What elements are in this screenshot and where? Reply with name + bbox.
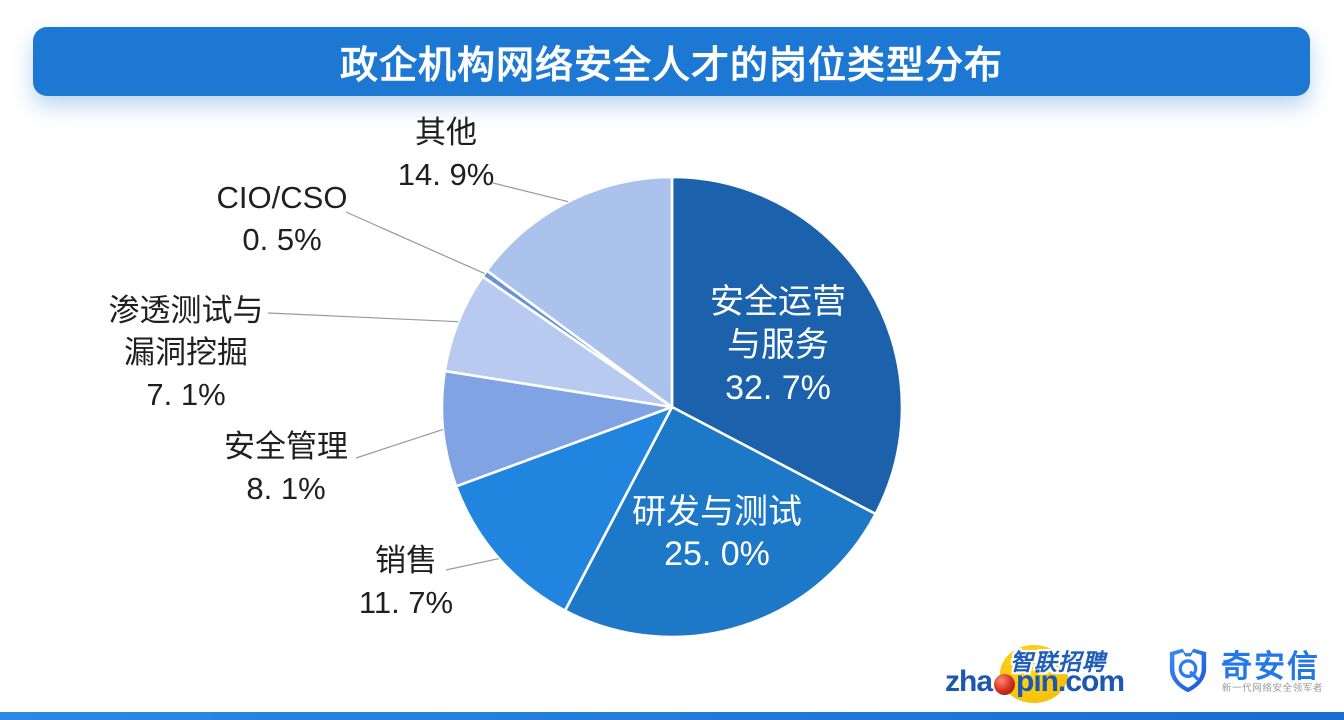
zhaopin-word-left: zha (945, 665, 993, 698)
leader-line-3 (355, 428, 444, 459)
pie-label-name-line: 与服务 (727, 326, 829, 364)
zhaopin-chinese-wordmark: 智联招聘 (1010, 649, 1106, 675)
qianxin-logo: 奇安信 新一代网络安全领军者 (1166, 643, 1338, 705)
pie-slice-6 (485, 175, 674, 409)
pie-slice-label-4: 渗透测试与漏洞挖掘 7. 1% (109, 290, 264, 416)
zhaopin-red-ball-icon (994, 673, 1016, 695)
pie-label-percent: 32. 7% (725, 369, 831, 407)
pie-label-name-line: 研发与测试 (632, 493, 802, 531)
bottom-accent-bar (0, 712, 1344, 720)
pie-label-name-line: 安全管理 (224, 429, 348, 464)
pie-label-name-line: 渗透测试与 (108, 293, 264, 328)
zhaopin-logo: 智联招聘 zha pin.com (943, 639, 1148, 705)
pie-slice-label-3: 安全管理 8. 1% (224, 426, 348, 510)
pie-label-percent: 7. 1% (146, 377, 226, 412)
pie-chart (267, 175, 904, 639)
pie-label-name-line: CIO/CSO (216, 180, 348, 215)
page-title: 政企机构网络安全人才的岗位类型分布 (339, 45, 1003, 87)
pie-slice-label-6: 其他 14. 9% (398, 112, 495, 196)
pie-slice-label-5: CIO/CSO 0. 5% (217, 177, 348, 261)
leader-line-4 (267, 312, 459, 323)
pie-label-percent: 25. 0% (664, 535, 770, 573)
zhaopin-wordmark: zha pin.com (945, 665, 1125, 699)
qianxin-wordmark: 奇安信 (1221, 649, 1320, 684)
zhaopin-yellow-ellipse-icon (1000, 645, 1068, 703)
chart-label-layer: 安全运营与服务 32. 7% 研发与测试 25. 0% 销售 11. 7% 安全管理 8. 1… (108, 112, 846, 624)
pie-slice-label-1: 研发与测试 25. 0% (632, 491, 802, 575)
leader-line-6 (492, 182, 569, 203)
pie-slice-label-0: 安全运营与服务 32. 7% (710, 281, 846, 410)
pie-label-percent: 0. 5% (242, 222, 322, 257)
zhaopin-word-right: pin.com (1016, 665, 1125, 698)
leader-line-5 (345, 211, 485, 275)
pie-label-name-line: 其他 (414, 115, 477, 150)
pie-label-name-line: 安全运营 (710, 283, 846, 321)
pie-label-percent: 8. 1% (246, 471, 326, 506)
pie-slice-label-2: 销售 11. 7% (359, 540, 453, 624)
pie-slice-0 (670, 175, 904, 516)
qianxin-tagline: 新一代网络安全领军者 (1222, 683, 1324, 694)
qianxin-shield-icon (1169, 648, 1207, 693)
pie-slice-2 (454, 405, 674, 612)
pie-slice-4 (443, 275, 674, 409)
pie-label-percent: 11. 7% (358, 585, 454, 620)
pie-label-percent: 14. 9% (397, 157, 495, 192)
pie-label-name-line: 销售 (375, 543, 437, 578)
title-banner: 政企机构网络安全人才的岗位类型分布 (33, 27, 1310, 96)
pie-label-name-line: 漏洞挖掘 (124, 335, 248, 370)
leader-line-2 (445, 558, 500, 571)
